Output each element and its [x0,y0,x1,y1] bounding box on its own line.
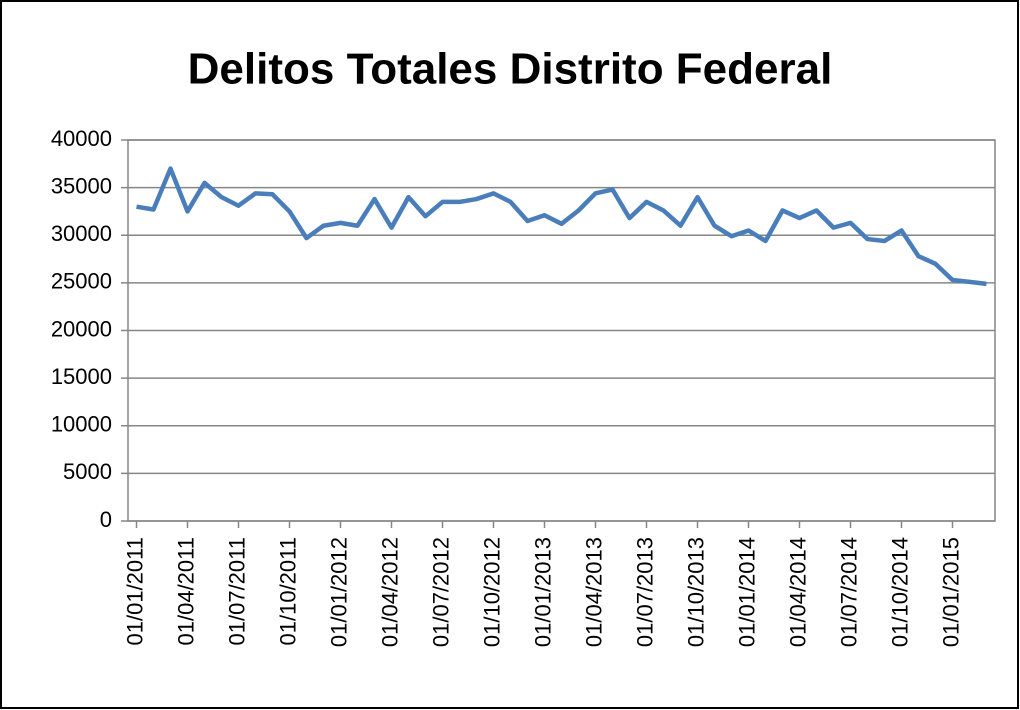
y-tick-label: 30000 [51,221,112,246]
x-tick-label: 01/04/2012 [377,537,402,647]
x-tick-label: 01/10/2012 [479,537,504,647]
y-tick-label: 0 [100,507,112,532]
x-tick-label: 01/01/2012 [326,537,351,647]
y-tick-label: 25000 [51,269,112,294]
y-tick-label: 35000 [51,173,112,198]
x-tick-label: 01/10/2014 [887,537,912,647]
data-line [136,166,987,287]
x-tick-label: 01/04/2014 [785,537,810,647]
x-tick-label: 01/07/2012 [428,537,453,647]
y-tick-label: 20000 [51,316,112,341]
x-tick-label: 01/01/2014 [734,537,759,647]
y-tick-label: 15000 [51,364,112,389]
x-tick-label: 01/01/2013 [530,537,555,647]
x-tick-label: 01/07/2013 [632,537,657,647]
plot-border [127,139,996,522]
x-tick-label: 01/07/2014 [836,537,861,647]
x-tick-label: 01/01/2015 [938,537,963,647]
x-tick-label: 01/04/2011 [173,537,198,645]
y-tick-label: 10000 [51,412,112,437]
y-tick-label: 5000 [63,459,112,484]
x-tick-label: 01/10/2013 [683,537,708,647]
chart-title: Delitos Totales Distrito Federal [188,45,833,94]
x-tick-label: 01/04/2013 [581,537,606,647]
x-tick-label: 01/01/2011 [122,537,147,645]
x-tick-label: 01/07/2011 [224,537,249,645]
y-tick-label: 40000 [51,126,112,151]
x-tick-label: 01/10/2011 [275,537,300,645]
